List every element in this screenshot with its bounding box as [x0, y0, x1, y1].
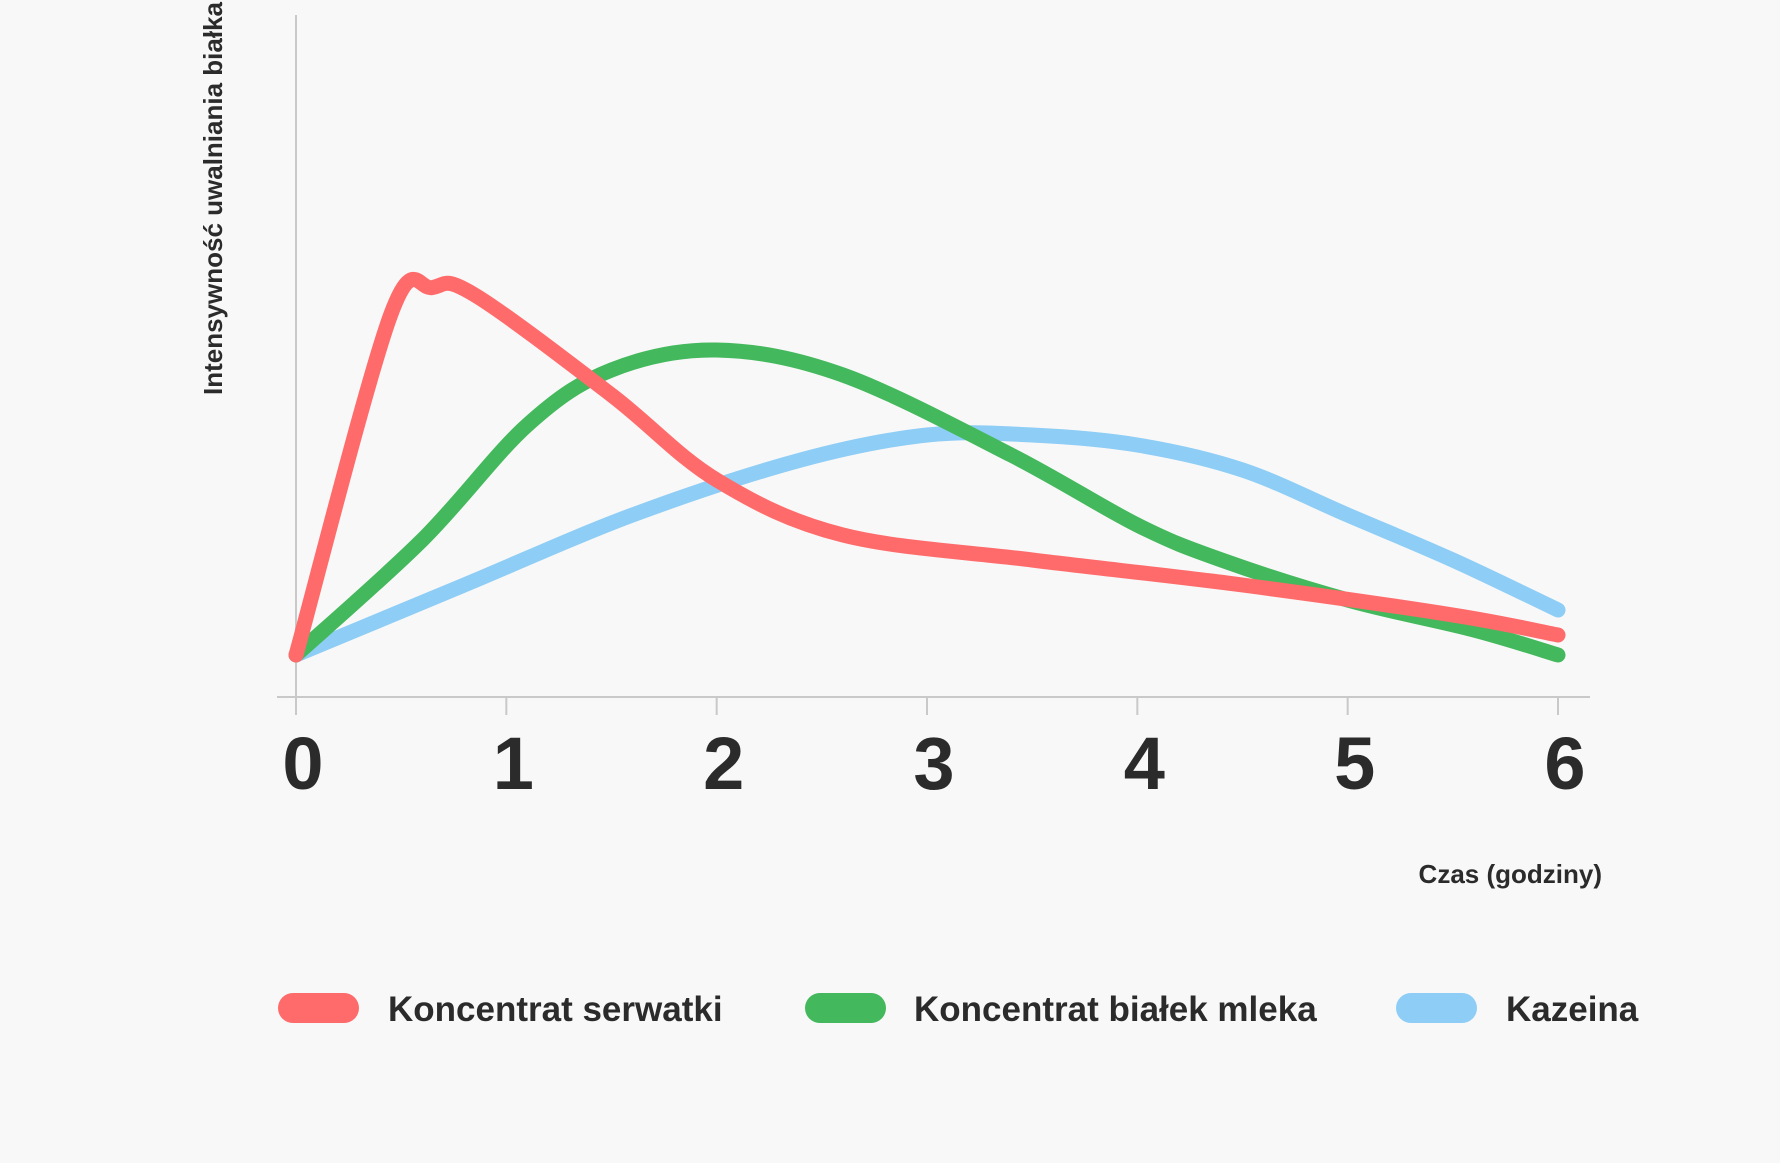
x-ticks: 0 1 2 3 4 5 6	[282, 697, 1586, 805]
legend: Koncentrat serwatki Koncentrat białek mle…	[278, 990, 1639, 1029]
x-tick-label-5: 5	[1334, 722, 1375, 805]
series-line-3	[288, 425, 1566, 663]
legend-label-3: Kazeina	[1506, 990, 1639, 1029]
x-tick-label-1: 1	[493, 722, 534, 805]
x-tick-label-0: 0	[282, 722, 323, 805]
legend-label-1: Koncentrat serwatki	[388, 990, 723, 1029]
legend-label-2: Koncentrat białek mleka	[914, 990, 1317, 1029]
x-tick-label-3: 3	[913, 722, 954, 805]
series-line-1	[288, 272, 1566, 663]
x-tick-label-6: 6	[1544, 722, 1585, 805]
x-axis-title: Czas (godziny)	[1419, 859, 1602, 889]
y-axis-title: Intensywność uwalniania białka	[198, 1, 228, 395]
x-tick-label-2: 2	[703, 722, 744, 805]
x-tick-label-4: 4	[1124, 722, 1165, 805]
axes: 0 1 2 3 4 5 6	[277, 15, 1590, 805]
series-group	[288, 272, 1566, 663]
